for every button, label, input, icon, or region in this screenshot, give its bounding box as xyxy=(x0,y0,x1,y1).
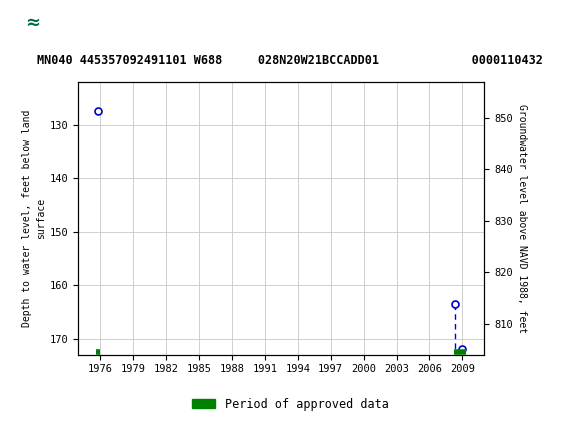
Text: ≈: ≈ xyxy=(26,14,41,31)
Y-axis label: Groundwater level above NAVD 1988, feet: Groundwater level above NAVD 1988, feet xyxy=(517,104,527,333)
Text: USGS: USGS xyxy=(68,13,128,32)
FancyBboxPatch shape xyxy=(7,6,59,40)
Y-axis label: Depth to water level, feet below land
surface: Depth to water level, feet below land su… xyxy=(23,110,46,327)
Text: MN040 445357092491101 W688     028N20W21BCCADD01             0000110432: MN040 445357092491101 W688 028N20W21BCCA… xyxy=(37,54,543,67)
Legend: Period of approved data: Period of approved data xyxy=(187,393,393,415)
